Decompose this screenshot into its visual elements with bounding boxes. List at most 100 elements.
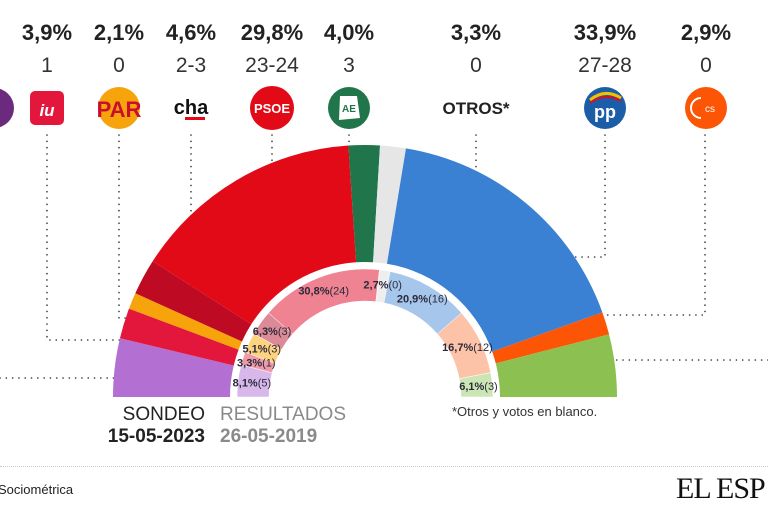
legend-resultados-label: RESULTADOS [220,404,346,425]
party-column-otros: 3,3% 0 OTROS* [442,20,509,118]
inner-label-seats: (3) [484,381,497,393]
party-seats: 1 [41,54,53,77]
inner-label-seats: (16) [428,293,448,305]
legend-resultados-date: 26-05-2019 [220,426,318,447]
outer-slice-psoe [152,145,357,325]
party-column-podemos [0,88,14,128]
divider [0,466,768,467]
cha-logo-icon: cha [174,97,209,119]
party-column-par: 2,1% 0 PAR [94,20,144,129]
inner-label-pct: 3,3% [237,358,262,370]
inner-label-pct: 20,9% [397,293,428,305]
psoe-logo-text: PSOE [254,101,290,116]
inner-label-seats: (24) [330,286,350,298]
party-seats: 27-28 [578,54,632,77]
inner-label-pct: 30,8% [298,286,329,298]
outer-slice-pp [386,148,603,352]
outer-slice-ae [348,145,381,263]
party-pct: 4,6% [166,20,216,45]
inner-slice-label: 30,8%(24) [298,286,349,298]
party-seats: 2-3 [176,54,206,77]
party-pct: 4,0% [324,20,374,45]
podemos-logo-icon [0,88,14,128]
inner-ring-resultados [236,268,494,398]
inner-slice-label: 5,1%(3) [243,344,282,356]
outer-slice-par [128,293,242,350]
party-column-iu: 3,9% 1 iu [22,20,72,125]
party-column-pp: 33,9% 27-28 pp [574,20,636,129]
outer-slice-cha [135,261,252,342]
cha-logo-stripe [185,117,205,120]
party-column-ae: 4,0% 3 AE [324,20,374,129]
inner-label-seats: (0) [388,279,401,291]
outer-slice-iu [119,308,239,366]
inner-label-seats: (12) [473,342,493,354]
inner-label-pct: 2,7% [363,279,388,291]
brand-text: EL ESP [676,472,766,505]
source-label: Sociométrica [0,482,74,497]
outer-slice-otros [373,145,406,264]
inner-label-seats: (3) [268,344,281,356]
inner-label-pct: 5,1% [243,344,268,356]
inner-slice-label: 20,9%(16) [397,293,448,305]
inner-ring-labels: 8,1%(5)3,3%(1)5,1%(3)6,3%(3)30,8%(24)2,7… [233,279,498,393]
connector-line [574,134,706,316]
legend-sondeo-label: SONDEO [122,404,205,425]
cs-logo-arc [690,97,702,119]
inner-label-seats: (1) [262,358,275,370]
party-seats: 0 [700,54,712,77]
inner-slice-label: 16,7%(12) [442,342,493,354]
legend-sondeo: SONDEO 15-05-2023 [90,404,205,448]
legend-sondeo-date: 15-05-2023 [107,426,205,447]
par-logo-icon [98,87,140,129]
party-column-cha: 4,6% 2-3 cha [166,20,216,120]
party-pct: 33,9% [574,20,636,45]
footnote-otros: *Otros y votos en blanco. [452,404,598,419]
inner-slice-label: 2,7%(0) [363,279,402,291]
party-column-cs: 2,9% 0 cs [681,20,731,129]
inner-slice-label: 6,1%(3) [459,381,498,393]
brand-logo: EL ESP [676,472,766,506]
inner-label-pct: 6,1% [459,381,484,393]
par-logo-text: PAR [97,97,142,122]
inner-label-seats: (3) [278,326,291,338]
party-pct: 3,9% [22,20,72,45]
cs-logo-text: cs [705,104,715,115]
party-seats: 0 [113,54,125,77]
party-column-psoe: 29,8% 23-24 PSOE [241,20,303,130]
inner-slice-label: 6,3%(3) [253,326,292,338]
outer-slice-podemos [113,338,234,397]
legend-resultados: RESULTADOS 26-05-2019 [220,404,346,448]
outer-slice-cs [492,312,610,364]
party-pct: 2,1% [94,20,144,45]
party-seats: 3 [343,54,355,77]
outer-ring-sondeo [113,145,617,397]
connector-line [118,134,146,319]
inner-slice-label: 8,1%(5) [233,378,272,390]
connector-line [46,134,146,341]
cs-logo-icon [685,87,727,129]
party-pct: 2,9% [681,20,731,45]
inner-label-pct: 8,1% [233,378,258,390]
inner-slice-label: 3,3%(1) [237,358,276,370]
ae-logo-text: AE [342,104,356,115]
party-seats: 0 [470,54,482,77]
party-pct: 3,3% [451,20,501,45]
pp-logo-arc2 [589,96,622,104]
iu-logo-text: iu [39,101,55,120]
party-pct: 29,8% [241,20,303,45]
outer-slice-vox [495,334,617,397]
iu-logo-icon [30,91,64,125]
ae-logo-shape [339,96,360,120]
inner-slice [458,372,494,398]
pp-logo-arc [589,92,622,102]
party-seats: 23-24 [245,54,299,77]
party-header: 3,9% 1 iu 2,1% 0 PAR 4,6% 2-3 cha 29,8% 23-24 PSOE 4… [0,20,731,130]
inner-label-seats: (5) [258,378,271,390]
otros-label: OTROS* [442,99,509,118]
inner-label-pct: 6,3% [253,326,278,338]
pp-logo-text: pp [594,102,616,122]
psoe-logo-icon [250,86,294,130]
inner-label-pct: 16,7% [442,342,473,354]
